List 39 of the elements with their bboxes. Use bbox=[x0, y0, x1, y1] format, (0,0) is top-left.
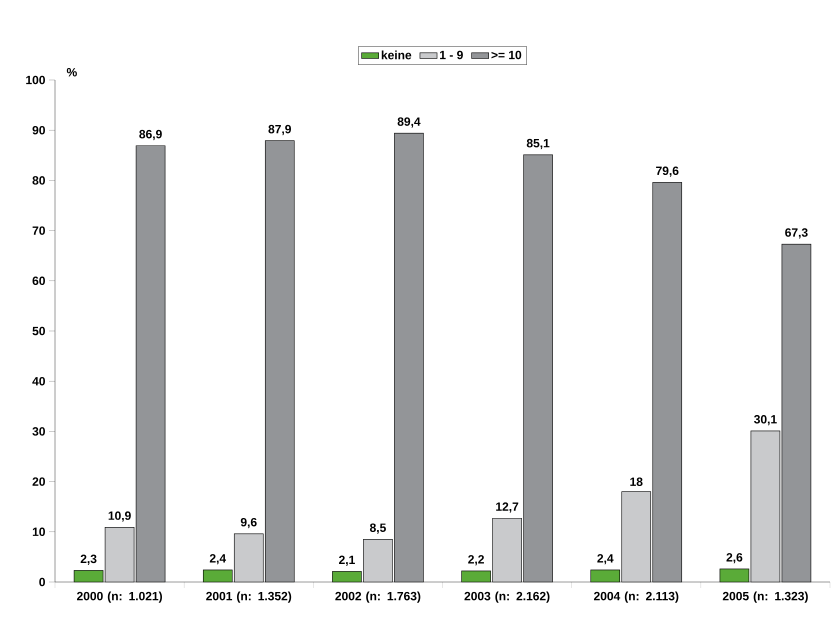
data-label: 2,6 bbox=[726, 553, 742, 564]
data-label: 2,1 bbox=[339, 556, 355, 566]
y-tick-label: 80 bbox=[32, 176, 45, 185]
data-label: 30,1 bbox=[754, 415, 777, 426]
legend-label: >= 10 bbox=[492, 50, 522, 60]
data-label: 86,9 bbox=[139, 130, 162, 140]
data-label: 2,3 bbox=[80, 554, 96, 565]
data-label: 2,2 bbox=[468, 555, 484, 566]
x-tick-label: 2001 (n: 1.352) bbox=[206, 592, 292, 603]
data-label: 9,6 bbox=[240, 518, 257, 528]
y-tick-label: 70 bbox=[32, 226, 45, 235]
x-tick-label: 2003 (n: 2.162) bbox=[464, 592, 550, 603]
y-tick-label: 90 bbox=[32, 126, 45, 134]
y-tick-label: 20 bbox=[32, 477, 45, 486]
data-label: 87,9 bbox=[268, 124, 291, 136]
y-tick-label: 40 bbox=[32, 376, 45, 386]
data-label: 89,4 bbox=[398, 117, 421, 128]
y-tick-label: 10 bbox=[32, 528, 45, 536]
data-label: 67,3 bbox=[785, 228, 808, 239]
data-label: 12,7 bbox=[496, 502, 518, 513]
y-axis-title: % bbox=[66, 68, 77, 76]
data-label: 2,4 bbox=[210, 554, 226, 564]
data-label: 2,4 bbox=[597, 554, 614, 564]
y-tick-label: 60 bbox=[32, 276, 45, 286]
x-tick-label: 2004 (n: 2.113) bbox=[594, 592, 678, 603]
data-label: 10,9 bbox=[108, 511, 131, 522]
y-tick-label: 50 bbox=[32, 326, 45, 336]
y-tick-label: 30 bbox=[32, 427, 45, 436]
x-tick-label: 2000 (n: 1.021) bbox=[76, 592, 162, 603]
x-tick-label: 2002 (n: 1.763) bbox=[335, 592, 420, 603]
data-label: 79,6 bbox=[656, 166, 678, 177]
legend-label: 1 - 9 bbox=[440, 50, 463, 60]
y-tick-label: 100 bbox=[26, 76, 45, 84]
data-label: 85,1 bbox=[526, 138, 550, 150]
x-tick-label: 2005 (n: 1.323) bbox=[722, 592, 808, 603]
legend-label: keine bbox=[382, 50, 412, 60]
y-tick-label: 0 bbox=[39, 578, 45, 586]
data-label: 8,5 bbox=[370, 523, 386, 534]
data-label: 18 bbox=[630, 478, 643, 486]
